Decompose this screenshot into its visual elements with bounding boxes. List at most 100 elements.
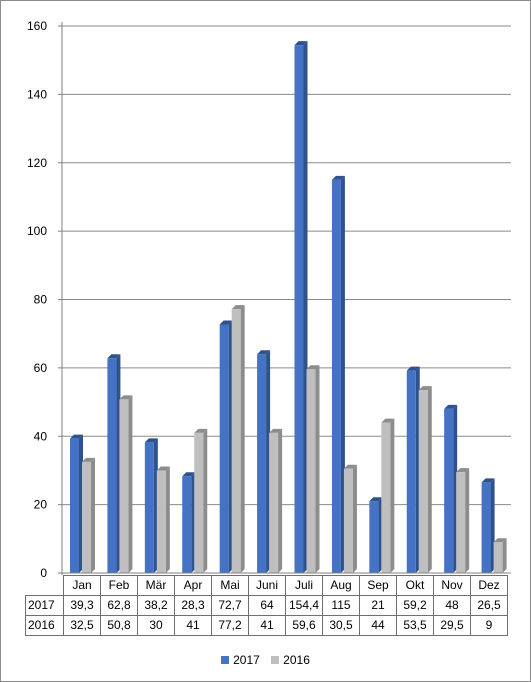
legend-swatch — [271, 656, 280, 664]
bar-chart: 0 20 40 60 80 100 120 140 160 — [27, 19, 511, 580]
bar-side — [390, 418, 395, 573]
bar-top — [369, 497, 383, 502]
y-tick-label: 120 — [27, 156, 47, 170]
data-value-cell: 115 — [322, 595, 360, 616]
table-corner — [25, 575, 64, 596]
y-tick-label: 80 — [34, 293, 48, 307]
category-label: Jan — [63, 575, 101, 596]
bar-side — [91, 457, 95, 573]
category-label: Dez — [470, 575, 508, 596]
bar-2017-Jan — [70, 434, 83, 573]
bar-2017-Nov — [444, 404, 458, 573]
bar-top — [70, 434, 83, 439]
legend-item-2016: 2016 — [271, 653, 310, 667]
gridlines — [62, 25, 511, 506]
bar-side — [128, 395, 133, 573]
bar-top — [219, 320, 233, 325]
category-label: Mai — [211, 575, 249, 596]
bar-side — [240, 305, 245, 573]
bar-2017-Sep — [369, 497, 383, 573]
bar-2017-Aug — [331, 175, 345, 573]
bar-top — [331, 175, 345, 180]
data-value-cell: 9 — [470, 615, 508, 636]
category-label: Nov — [433, 575, 471, 596]
y-tick-label: 100 — [27, 224, 47, 238]
series-row-2016: 2016 32,5 50,8 30 41 77,2 41 59,6 30,5 44 53,5 29,… — [25, 615, 508, 636]
bar-front — [444, 408, 454, 573]
data-value-cell: 41 — [174, 615, 212, 636]
data-value-cell: 53,5 — [396, 615, 434, 636]
legend-label: 2017 — [233, 653, 260, 667]
legend-label: 2016 — [283, 653, 310, 667]
bar-front — [369, 501, 379, 573]
bar-top — [107, 354, 121, 359]
bar-top — [182, 472, 196, 477]
bar-front — [194, 432, 204, 573]
bar-2017-Juni — [257, 350, 271, 573]
bar-2016-Jan — [82, 457, 95, 573]
bar-top — [444, 404, 458, 409]
bar-front — [182, 476, 192, 573]
bar-2016-Apr — [194, 428, 208, 573]
bar-2016-Mär — [156, 466, 170, 573]
bar-top — [418, 386, 432, 391]
bar-front — [381, 422, 391, 573]
bar-front — [156, 470, 166, 573]
category-label: Juli — [285, 575, 323, 596]
category-label: Juni — [248, 575, 286, 596]
data-value-cell: 29,5 — [433, 615, 471, 636]
bar-front — [82, 461, 91, 573]
bar-2017-Feb — [107, 354, 121, 573]
bar-2016-Nov — [456, 468, 470, 573]
bar-front — [119, 399, 129, 573]
bar-top — [493, 538, 507, 543]
series-name: 2017 — [25, 595, 64, 616]
data-value-cell: 32,5 — [63, 615, 101, 636]
bar-2016-Feb — [119, 395, 133, 573]
bar-top — [294, 41, 308, 46]
bar-front — [481, 482, 491, 573]
y-tick-label: 140 — [27, 87, 47, 101]
bar-front — [107, 358, 117, 573]
bar-top — [269, 428, 283, 433]
bar-front — [331, 179, 341, 573]
bar-2017-Okt — [406, 366, 420, 573]
bar-top — [406, 366, 420, 371]
bar-2017-Mär — [144, 438, 158, 573]
bar-2016-Juni — [269, 428, 283, 573]
bar-front — [418, 390, 428, 573]
bar-front — [294, 45, 304, 573]
y-tick-label: 20 — [34, 498, 48, 512]
series-name: 2016 — [25, 615, 64, 636]
bar-front — [493, 542, 503, 573]
category-label: Mär — [137, 575, 175, 596]
bar-top — [194, 428, 208, 433]
data-value-cell: 26,5 — [470, 595, 508, 616]
bar-top — [306, 365, 320, 370]
bar-side — [203, 428, 208, 573]
data-value-cell: 44 — [359, 615, 397, 636]
category-row: Jan Feb Mär Apr Mai Juni Juli Aug Sep Okt Nov Dez — [25, 575, 508, 596]
data-value-cell: 28,3 — [174, 595, 212, 616]
data-value-cell: 50,8 — [100, 615, 138, 636]
bar-front — [257, 354, 267, 573]
bar-2017-Dez — [481, 478, 495, 573]
data-value-cell: 77,2 — [211, 615, 249, 636]
bar-front — [306, 369, 316, 573]
bar-2017-Apr — [182, 472, 196, 573]
bar-front — [219, 324, 229, 573]
bar-front — [144, 442, 154, 573]
bar-front — [269, 432, 279, 573]
series-row-2017: 2017 39,3 62,8 38,2 28,3 72,7 64 154,4 115 21 59,… — [25, 595, 508, 616]
bar-front — [456, 472, 466, 573]
bar-top — [231, 305, 245, 310]
bar-2016-Mai — [231, 305, 245, 573]
bar-side — [165, 466, 170, 573]
data-value-cell: 72,7 — [211, 595, 249, 616]
category-label: Apr — [174, 575, 212, 596]
bar-2017-Mai — [219, 320, 233, 573]
bar-top — [343, 464, 357, 469]
category-label: Okt — [396, 575, 434, 596]
y-tick-label: 60 — [34, 361, 48, 375]
data-value-cell: 30,5 — [322, 615, 360, 636]
